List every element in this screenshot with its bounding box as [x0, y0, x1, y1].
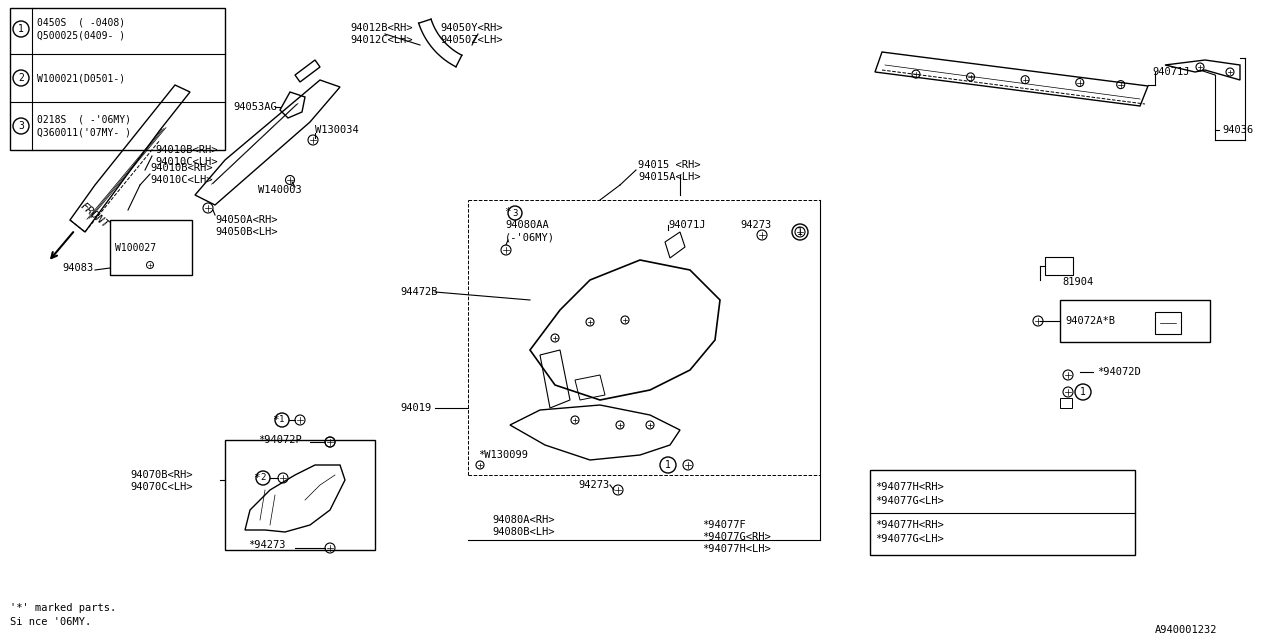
Text: *94077G<LH>: *94077G<LH> — [876, 496, 943, 506]
Bar — [10, 8, 225, 150]
Text: 1: 1 — [1080, 387, 1085, 397]
Text: 2: 2 — [18, 73, 24, 83]
Text: 0450S  ( -0408): 0450S ( -0408) — [37, 17, 125, 27]
Text: 94053AG: 94053AG — [233, 102, 276, 112]
Text: *94072P: *94072P — [259, 435, 302, 445]
Text: Q500025(0409- ): Q500025(0409- ) — [37, 30, 125, 40]
Text: 2: 2 — [260, 474, 266, 483]
Text: 94080A<RH>: 94080A<RH> — [492, 515, 554, 525]
Text: 1: 1 — [18, 24, 24, 34]
Text: 1: 1 — [279, 415, 284, 424]
Text: 94010B<RH>: 94010B<RH> — [150, 163, 212, 173]
Text: 94070C<LH>: 94070C<LH> — [131, 482, 192, 492]
Text: 94012B<RH>: 94012B<RH> — [349, 23, 412, 33]
Text: 94080AA: 94080AA — [506, 220, 549, 230]
Text: *94077G<LH>: *94077G<LH> — [876, 534, 943, 544]
Text: 81904: 81904 — [1062, 277, 1093, 287]
Text: 94070B<RH>: 94070B<RH> — [131, 470, 192, 480]
Text: 94015A<LH>: 94015A<LH> — [637, 172, 700, 182]
Text: 3: 3 — [18, 121, 24, 131]
Text: 94050A<RH>: 94050A<RH> — [215, 215, 278, 225]
Text: *W130099: *W130099 — [477, 450, 529, 460]
Text: 94273: 94273 — [579, 480, 609, 490]
Text: *94273: *94273 — [248, 540, 285, 550]
Text: W100021(D0501-): W100021(D0501-) — [37, 73, 125, 83]
Text: *: * — [253, 473, 260, 483]
Text: 94071J: 94071J — [668, 220, 705, 230]
Bar — [870, 470, 1135, 555]
Text: 94010C<LH>: 94010C<LH> — [155, 157, 218, 167]
Bar — [1060, 300, 1210, 342]
Text: 0218S  ( -'06MY): 0218S ( -'06MY) — [37, 114, 131, 124]
Text: *94077G<RH>: *94077G<RH> — [701, 532, 771, 542]
Text: 94050Z<LH>: 94050Z<LH> — [440, 35, 503, 45]
Text: 94015 <RH>: 94015 <RH> — [637, 160, 700, 170]
Text: Si nce '06MY.: Si nce '06MY. — [10, 617, 91, 627]
Text: 3: 3 — [512, 209, 517, 218]
Text: W130034: W130034 — [315, 125, 358, 135]
Text: 94010C<LH>: 94010C<LH> — [150, 175, 212, 185]
Text: (-'06MY): (-'06MY) — [506, 232, 556, 242]
Text: 94012C<LH>: 94012C<LH> — [349, 35, 412, 45]
Text: *94077H<RH>: *94077H<RH> — [876, 482, 943, 492]
Text: 94050Y<RH>: 94050Y<RH> — [440, 23, 503, 33]
Text: 94080B<LH>: 94080B<LH> — [492, 527, 554, 537]
Bar — [225, 440, 375, 550]
Text: *94072D: *94072D — [1097, 367, 1140, 377]
Text: 1: 1 — [666, 460, 671, 470]
Text: A940001232: A940001232 — [1155, 625, 1217, 635]
Text: *: * — [504, 207, 511, 217]
Text: 94273: 94273 — [740, 220, 772, 230]
Text: 94036: 94036 — [1222, 125, 1253, 135]
Text: 94019: 94019 — [401, 403, 431, 413]
Text: 94050B<LH>: 94050B<LH> — [215, 227, 278, 237]
Text: *94077H<RH>: *94077H<RH> — [876, 520, 943, 530]
Text: *94077H<LH>: *94077H<LH> — [701, 544, 771, 554]
Bar — [1044, 257, 1073, 275]
Text: 94072A*B: 94072A*B — [1065, 316, 1115, 326]
Text: W100027: W100027 — [115, 243, 156, 253]
Text: W140003: W140003 — [259, 185, 302, 195]
Text: '*' marked parts.: '*' marked parts. — [10, 603, 116, 613]
Text: 94010B<RH>: 94010B<RH> — [155, 145, 218, 155]
Text: 94071J: 94071J — [1152, 67, 1189, 77]
Text: *94077F: *94077F — [701, 520, 746, 530]
Text: 1: 1 — [797, 227, 803, 237]
Text: *: * — [273, 415, 279, 425]
Bar — [1060, 398, 1073, 408]
Text: FRONT: FRONT — [78, 201, 110, 230]
Bar — [110, 220, 192, 275]
Text: 94472B: 94472B — [401, 287, 438, 297]
Bar — [1155, 312, 1181, 334]
Text: Q360011('07MY- ): Q360011('07MY- ) — [37, 127, 131, 137]
Text: 94083: 94083 — [61, 263, 93, 273]
